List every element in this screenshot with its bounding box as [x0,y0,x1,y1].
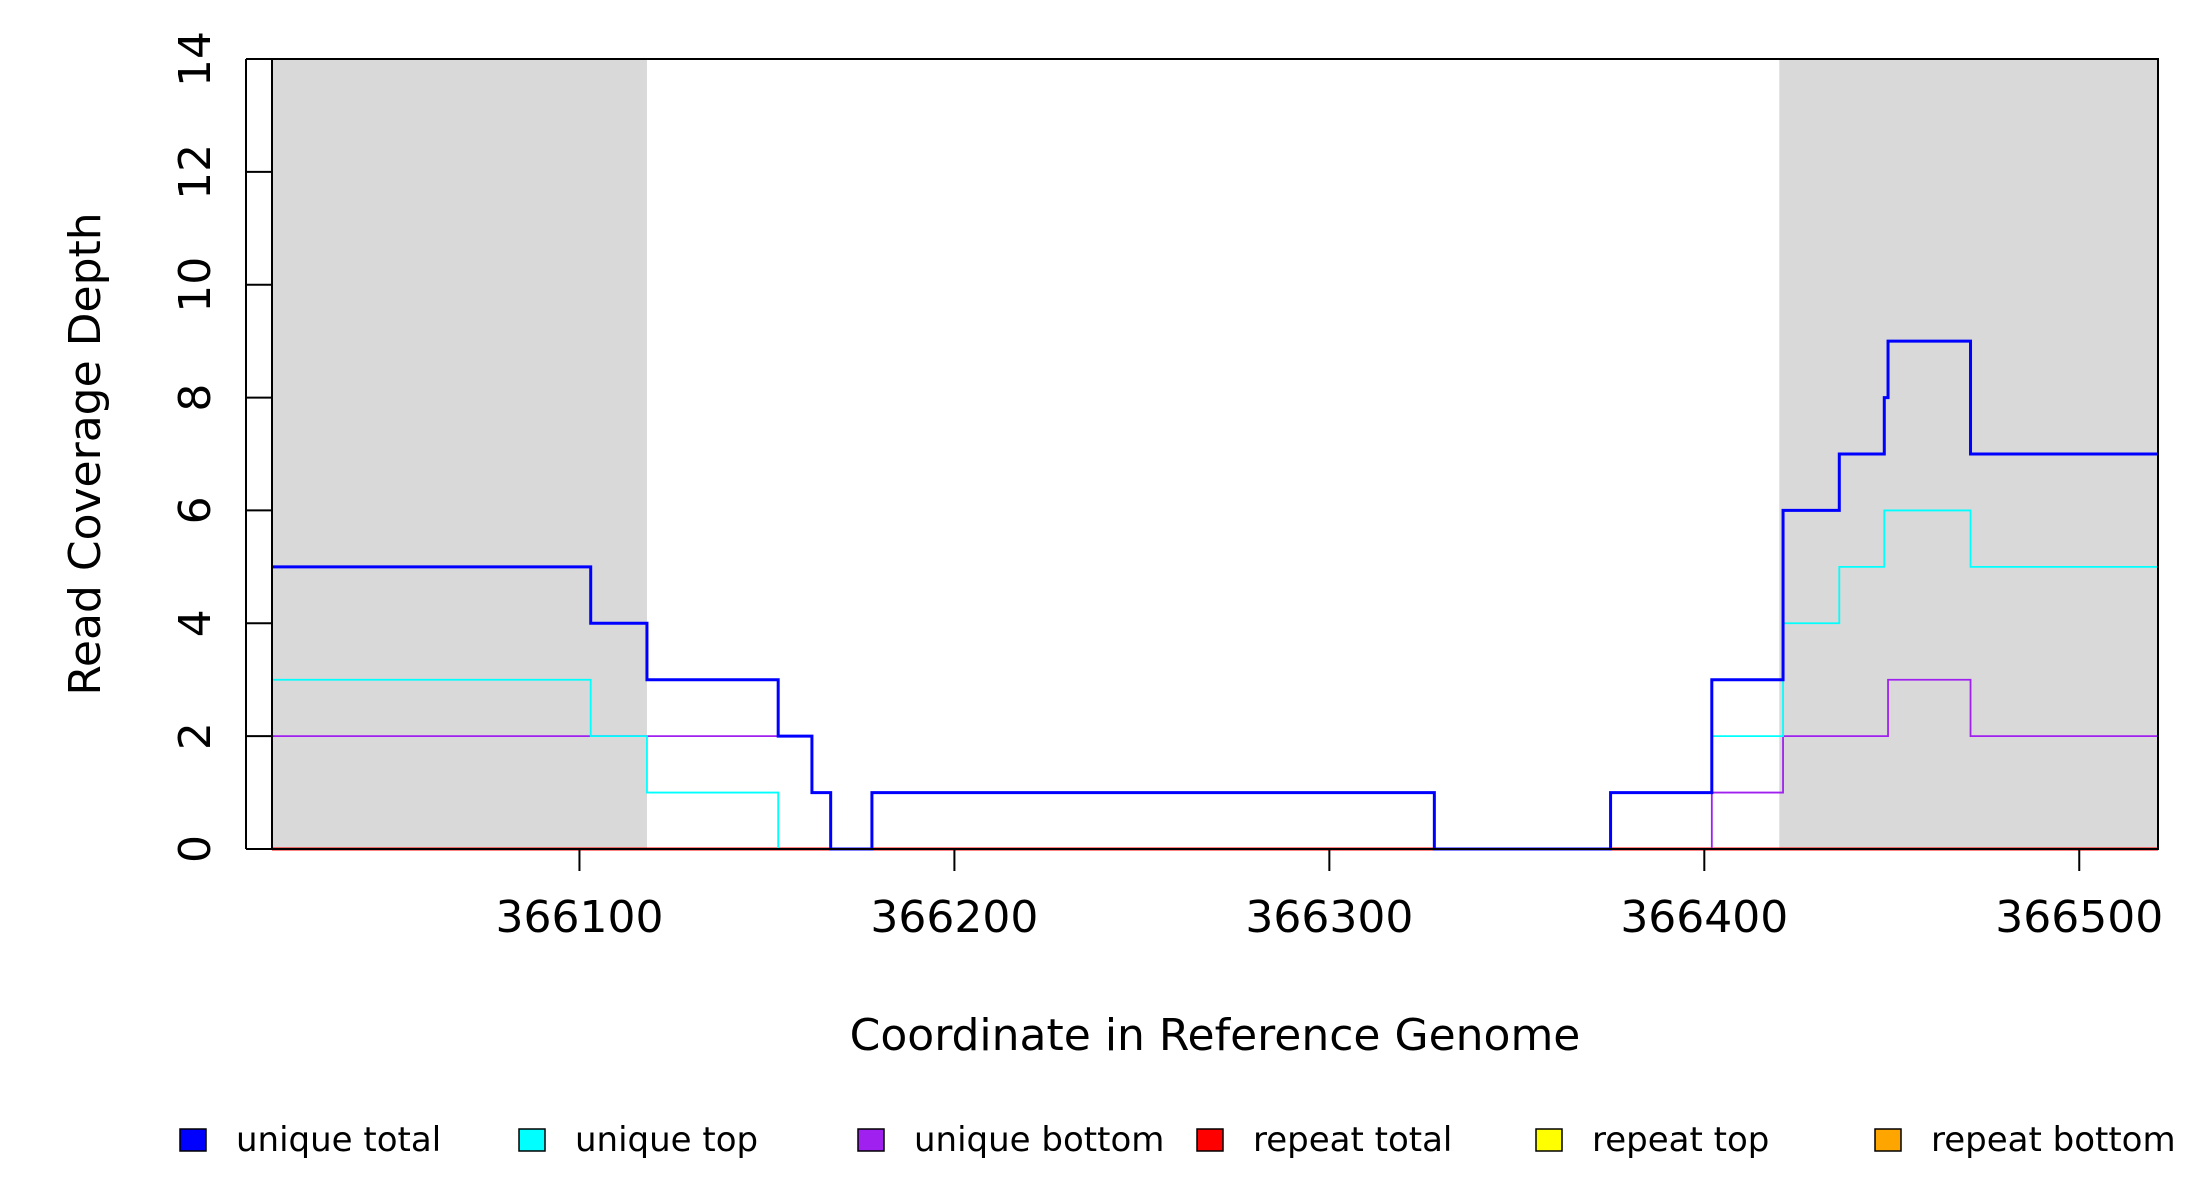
legend-label: repeat total [1253,1120,1452,1160]
y-tick-label: 0 [170,835,221,863]
x-axis: 366100 366200 366300 366400 366500 [495,849,2163,943]
legend-label: unique bottom [914,1120,1164,1160]
legend-item-repeat-bottom: repeat bottom [1874,1120,2176,1160]
legend-item-repeat-total: repeat total [1196,1120,1452,1160]
legend-item-repeat-top: repeat top [1535,1120,1769,1160]
legend-label: unique total [236,1120,441,1160]
x-tick-label: 366200 [870,892,1038,943]
y-tick-label: 12 [170,144,221,200]
legend-item-unique-total: unique total [179,1120,441,1160]
legend-item-unique-bottom: unique bottom [857,1120,1164,1160]
y-tick-label: 6 [170,496,221,524]
legend-swatch [1535,1128,1563,1152]
x-axis-title: Coordinate in Reference Genome [850,1010,1581,1061]
legend-swatch [179,1128,207,1152]
legend-swatch [857,1128,885,1152]
legend-swatch [1196,1128,1224,1152]
plot-frame [271,58,2159,850]
y-axis: 0 2 4 6 8 10 12 14 [170,31,272,863]
y-tick-label: 10 [170,257,221,313]
x-tick-label: 366500 [1995,892,2163,943]
legend-swatch [1874,1128,1902,1152]
y-tick-label: 8 [170,384,221,412]
x-tick-label: 366300 [1245,892,1413,943]
shaded-region-1 [272,59,647,849]
legend-swatch [518,1128,546,1152]
y-tick-label: 2 [170,722,221,750]
y-tick-label: 4 [170,609,221,637]
legend-label: repeat top [1592,1120,1769,1160]
legend-label: unique top [575,1120,758,1160]
legend: unique total unique top unique bottom repea… [179,1120,2176,1160]
x-tick-label: 366400 [1620,892,1788,943]
legend-label: repeat bottom [1931,1120,2176,1160]
y-tick-label: 14 [170,31,221,87]
legend-item-unique-top: unique top [518,1120,758,1160]
x-tick-label: 366100 [495,892,663,943]
y-axis-title: Read Coverage Depth [60,212,111,695]
